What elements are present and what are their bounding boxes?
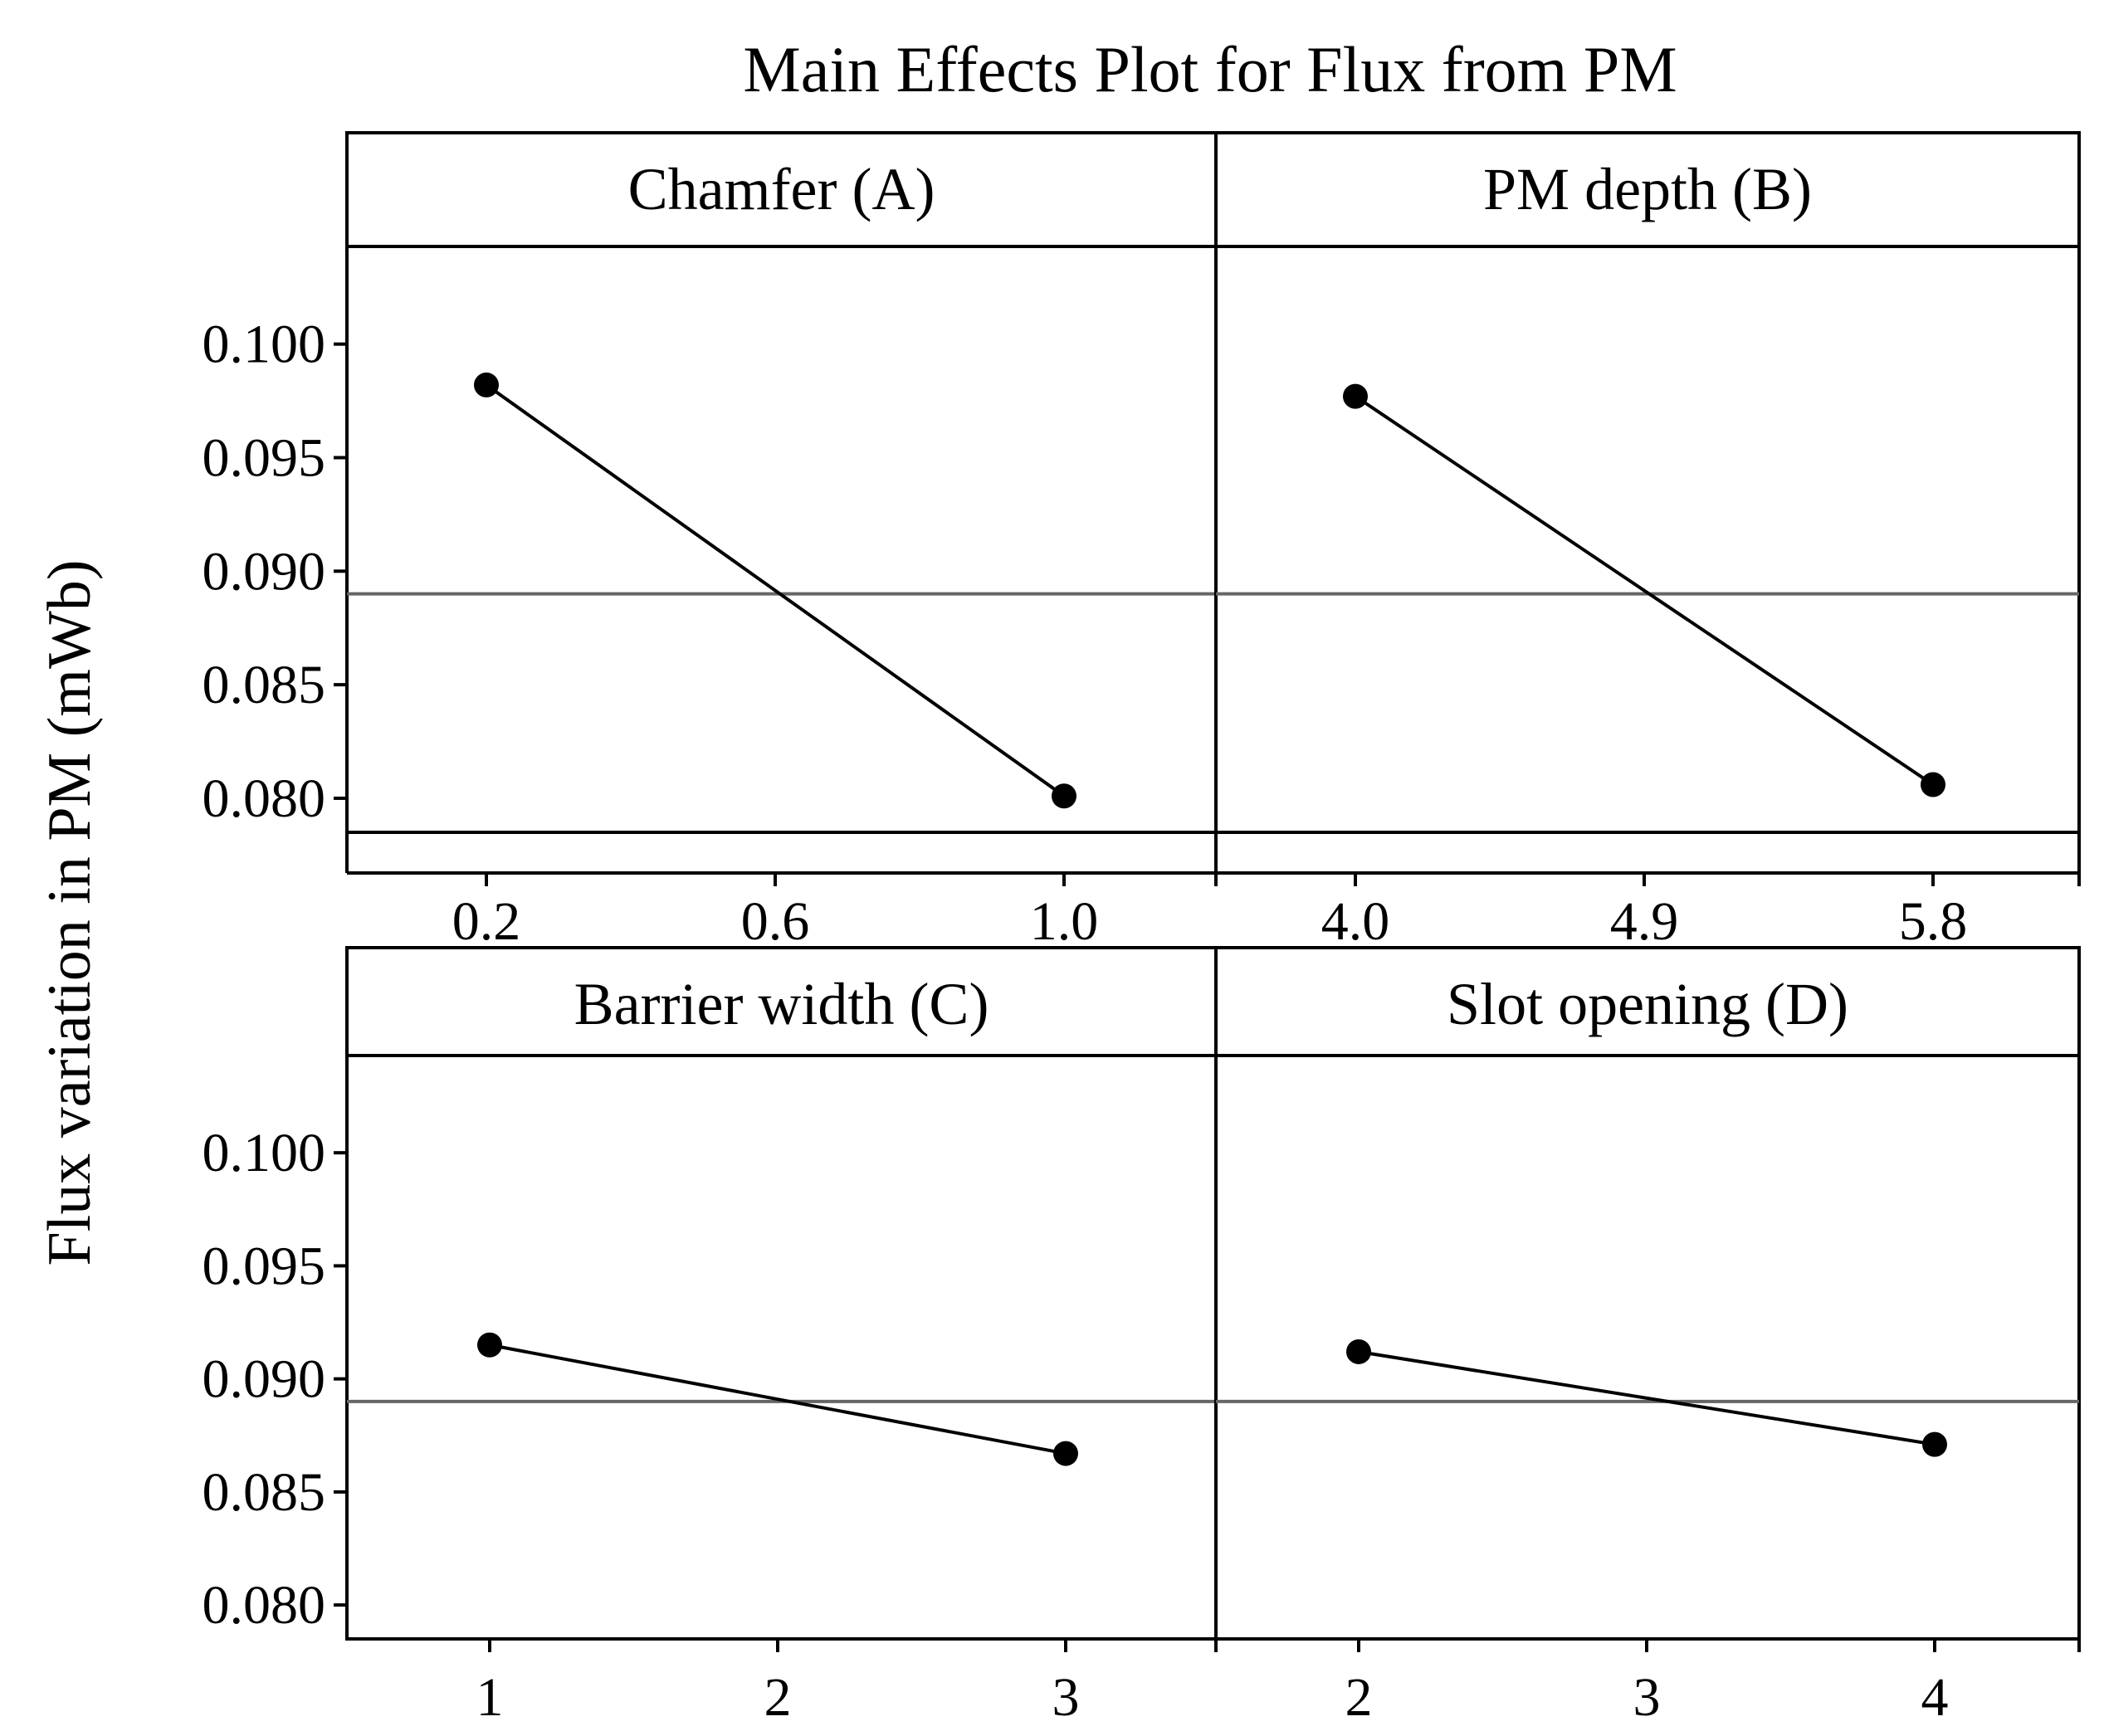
y-tick-label: 0.100 <box>203 315 326 375</box>
x-tick-label: 0.2 <box>452 891 521 952</box>
chart-title: Main Effects Plot for Flux from PM <box>743 33 1677 105</box>
y-tick-label: 0.085 <box>203 1462 326 1523</box>
data-point <box>477 1332 502 1358</box>
y-tick-label: 0.090 <box>203 1349 326 1410</box>
panel-3: Barrier width (C) 0.080 0.085 0.090 0.095 0.1… <box>203 946 1218 1728</box>
series-line <box>1354 394 1935 787</box>
y-tick-label: 0.080 <box>203 1575 326 1636</box>
panel-frame <box>1214 946 2081 1641</box>
x-tick-label: 5.8 <box>1899 891 1968 952</box>
series-line <box>485 383 1066 797</box>
panel-title: Barrier width (C) <box>574 971 989 1037</box>
panel-frame <box>345 946 1218 1641</box>
x-tick-label: 1.0 <box>1030 891 1099 952</box>
panel-frame <box>345 131 1218 834</box>
data-point <box>1052 783 1076 809</box>
data-point <box>1053 1441 1078 1466</box>
series-line <box>1358 1349 1936 1446</box>
data-point <box>474 372 499 397</box>
data-point <box>1922 1431 1947 1457</box>
y-tick-label: 0.090 <box>203 541 326 602</box>
data-point <box>1921 772 1945 797</box>
panel-4: Slot opening (D) 2 3 4 <box>1214 946 2081 1728</box>
panel-frame <box>1214 131 2081 834</box>
data-point <box>1346 1339 1371 1364</box>
y-axis-label: Flux variation in PM (mWb) <box>36 560 104 1266</box>
series-line <box>489 1343 1067 1456</box>
data-point <box>1343 383 1368 409</box>
y-tick-label: 0.085 <box>203 655 326 715</box>
panel-1: Chamfer (A) 0.080 0.085 0.090 0.095 0.100 0.2 0… <box>203 131 1218 952</box>
x-tick-label: 3 <box>1052 1667 1080 1728</box>
x-tick-label: 2 <box>1345 1667 1373 1728</box>
panels-group: Chamfer (A) 0.080 0.085 0.090 0.095 0.100 0.2 0… <box>203 131 2081 1728</box>
panel-title: Slot opening (D) <box>1447 971 1848 1037</box>
panel-2: PM depth (B) 4.0 4.9 5.8 <box>1214 131 2081 952</box>
y-tick-label: 0.095 <box>203 1236 326 1296</box>
y-tick-label: 0.095 <box>203 427 326 488</box>
x-tick-label: 3 <box>1633 1667 1661 1728</box>
y-tick-label: 0.080 <box>203 768 326 829</box>
x-tick-label: 2 <box>764 1667 792 1728</box>
panel-title: Chamfer (A) <box>628 156 935 222</box>
x-tick-label: 1 <box>476 1667 504 1728</box>
y-tick-label: 0.100 <box>203 1123 326 1183</box>
x-tick-label: 4 <box>1921 1667 1949 1728</box>
panel-title: PM depth (B) <box>1483 156 1812 222</box>
x-tick-label: 4.9 <box>1610 891 1679 952</box>
x-tick-label: 4.0 <box>1321 891 1390 952</box>
x-tick-label: 0.6 <box>741 891 810 952</box>
